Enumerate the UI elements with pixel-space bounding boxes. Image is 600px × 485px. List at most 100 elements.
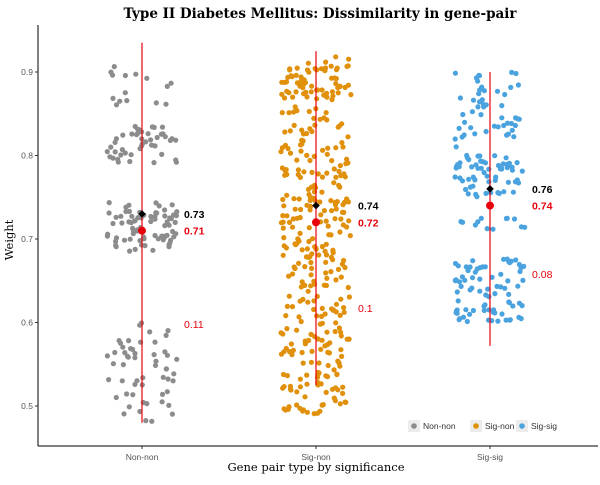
data-point [123, 208, 129, 215]
data-point [323, 389, 329, 395]
data-point [328, 269, 334, 275]
data-point [340, 384, 346, 390]
data-point [308, 359, 314, 365]
mean-label: 0.76 [532, 184, 553, 196]
data-point [464, 318, 470, 325]
data-point [317, 321, 323, 327]
data-point [171, 234, 177, 240]
data-point [299, 247, 305, 253]
data-point [516, 261, 523, 268]
mean-label: 0.74 [358, 201, 379, 213]
data-point [115, 156, 121, 162]
data-point [308, 272, 314, 278]
data-point [310, 195, 316, 201]
data-point [294, 157, 300, 163]
data-point [169, 411, 175, 417]
data-point [283, 167, 289, 173]
data-point [158, 131, 164, 137]
data-point [332, 216, 338, 222]
data-point [328, 254, 334, 260]
data-point [305, 288, 311, 294]
data-point [515, 283, 521, 289]
data-point [329, 89, 335, 95]
data-point [153, 210, 159, 216]
data-point [329, 306, 335, 312]
data-point [144, 401, 150, 407]
data-point [314, 67, 320, 73]
data-point [338, 274, 344, 280]
data-point [297, 214, 303, 221]
range-label: 0.1 [358, 303, 373, 315]
data-point [317, 199, 323, 205]
data-point [112, 349, 118, 356]
data-point [285, 74, 291, 80]
data-point [292, 206, 298, 212]
data-point [110, 95, 116, 101]
data-point [480, 101, 486, 107]
data-point [462, 119, 468, 125]
data-point [113, 238, 119, 244]
data-point [305, 299, 311, 305]
data-point [304, 381, 310, 387]
legend: Non-non Sig-non Sig-sig [408, 420, 557, 432]
data-point [316, 252, 322, 258]
data-point [315, 336, 321, 342]
data-point [485, 286, 491, 292]
data-point [300, 360, 306, 366]
data-point [171, 371, 177, 377]
data-point [148, 213, 154, 220]
data-point [297, 376, 303, 382]
data-point [484, 226, 490, 232]
data-point [306, 238, 312, 245]
data-point [316, 360, 322, 366]
data-point [295, 172, 301, 178]
range-label: 0.08 [532, 269, 553, 281]
y-tick-label: 0.9 [21, 67, 33, 77]
data-point [329, 386, 336, 392]
data-point [509, 127, 515, 133]
data-point [347, 233, 353, 239]
data-point [168, 237, 174, 243]
data-point [336, 168, 342, 174]
data-point [324, 94, 330, 100]
series-group-sig-sig: 0.76 0.74 0.08 [452, 69, 553, 346]
data-point [323, 270, 329, 276]
data-point [481, 88, 487, 94]
data-point [331, 180, 337, 186]
data-point [518, 316, 524, 322]
data-point [324, 90, 330, 96]
data-point [337, 229, 343, 235]
data-point [337, 401, 343, 407]
data-point [481, 307, 487, 314]
data-point [512, 122, 519, 129]
data-point [294, 402, 300, 408]
data-point [486, 307, 492, 313]
data-point [282, 129, 288, 135]
data-point [333, 67, 340, 73]
data-point [513, 70, 519, 77]
data-point [507, 317, 513, 323]
data-point [298, 318, 304, 325]
data-point [462, 277, 468, 283]
data-point [319, 313, 325, 319]
data-point [296, 196, 302, 202]
data-point [148, 137, 154, 143]
data-point [306, 254, 312, 260]
y-tick-label: 0.5 [21, 401, 33, 411]
data-point [154, 134, 160, 141]
median-label: 0.74 [532, 201, 553, 213]
data-point [164, 352, 170, 358]
data-point [284, 373, 290, 379]
data-point [132, 350, 138, 357]
data-point [500, 161, 506, 167]
data-point [484, 173, 490, 179]
data-point [499, 311, 505, 317]
data-point [106, 210, 112, 216]
data-point [469, 275, 476, 281]
data-point [491, 123, 497, 129]
data-point [127, 236, 133, 242]
data-point [152, 214, 158, 220]
data-point [516, 300, 523, 306]
data-point [503, 155, 509, 161]
data-point [335, 387, 341, 393]
